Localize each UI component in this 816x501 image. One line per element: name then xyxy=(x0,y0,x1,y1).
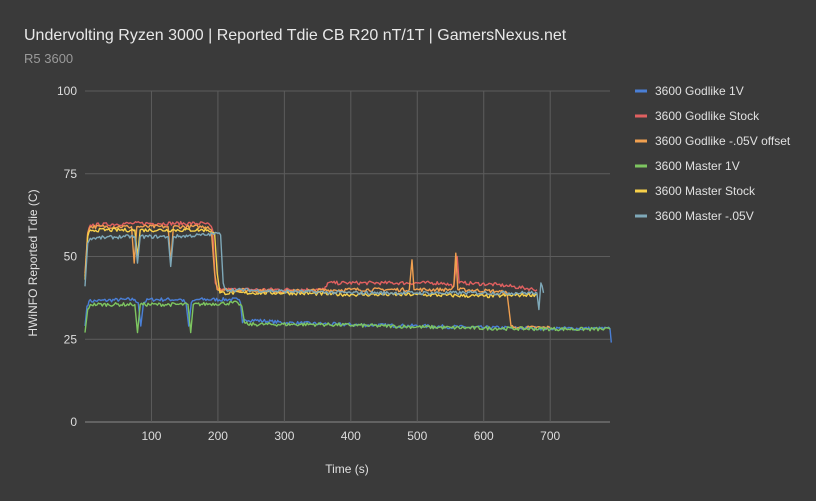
series-lines xyxy=(84,220,612,343)
series-line xyxy=(84,297,612,343)
legend-item-label: 3600 Master Stock xyxy=(655,184,756,198)
y-axis-label: HWiNFO Reported Tdie (C) xyxy=(26,189,40,336)
series-line xyxy=(84,300,611,334)
x-axis-ticks: 100 200 300 400 500 600 700 xyxy=(141,429,560,443)
legend-item-label: 3600 Godlike Stock xyxy=(655,109,760,123)
legend-item-label: 3600 Master 1V xyxy=(655,159,740,173)
legend-item-label: 3600 Godlike -.05V offset xyxy=(655,134,791,148)
legend: 3600 Godlike 1V 3600 Godlike Stock 3600 Go… xyxy=(635,84,791,223)
y-tick-label: 50 xyxy=(64,250,78,264)
x-tick-label: 400 xyxy=(341,429,361,443)
series-line xyxy=(84,231,545,311)
y-tick-label: 100 xyxy=(57,84,77,98)
series-line xyxy=(84,224,551,330)
y-axis-ticks: 0 25 50 75 100 xyxy=(57,84,77,429)
x-tick-label: 300 xyxy=(274,429,294,443)
y-tick-label: 75 xyxy=(64,167,78,181)
legend-item-label: 3600 Godlike 1V xyxy=(655,84,744,98)
legend-item-label: 3600 Master -.05V xyxy=(655,209,754,223)
y-tick-label: 25 xyxy=(64,332,78,346)
chart-title: Undervolting Ryzen 3000 | Reported Tdie … xyxy=(24,27,567,44)
x-tick-label: 600 xyxy=(474,429,494,443)
x-tick-label: 700 xyxy=(540,429,560,443)
x-axis-label: Time (s) xyxy=(325,462,369,476)
y-tick-label: 0 xyxy=(70,415,77,429)
chart-subtitle: R5 3600 xyxy=(24,51,73,66)
x-tick-label: 200 xyxy=(208,429,228,443)
x-tick-label: 500 xyxy=(407,429,427,443)
gridlines xyxy=(85,90,610,423)
x-tick-label: 100 xyxy=(141,429,161,443)
